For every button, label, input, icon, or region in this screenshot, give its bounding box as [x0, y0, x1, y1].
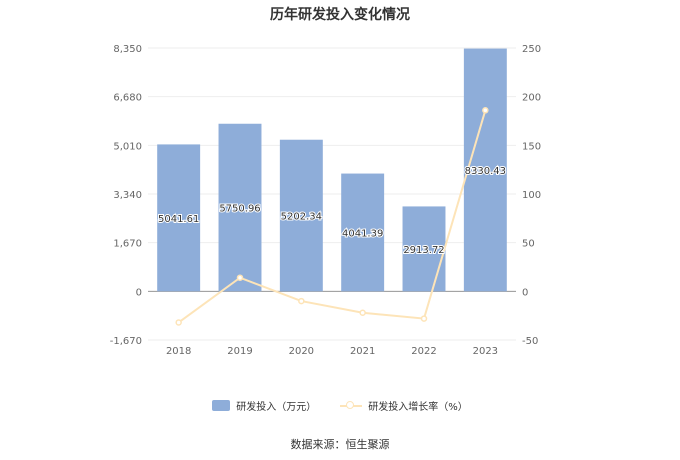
- x-tick-label: 2020: [289, 346, 314, 357]
- growth-point: [482, 107, 489, 114]
- y-right-tick-label: 50: [522, 239, 535, 250]
- y-right-tick-label: -50: [522, 336, 538, 347]
- y-left-tick-label: -1,670: [110, 336, 142, 347]
- growth-point: [359, 309, 366, 316]
- y-left-tick-label: 5,010: [113, 141, 142, 152]
- growth-point: [298, 297, 305, 305]
- y-right-tick-label: 0: [522, 287, 528, 298]
- x-tick-label: 2021: [350, 346, 375, 357]
- y-left-tick-label: 3,340: [113, 190, 142, 201]
- y-left-tick-label: 8,350: [113, 44, 142, 55]
- legend-line-swatch: [340, 400, 363, 411]
- bar: [157, 144, 201, 292]
- bar: [279, 139, 323, 292]
- legend-item-bar[interactable]: 研发投入（万元）: [212, 398, 316, 413]
- growth-point: [420, 315, 428, 322]
- y-left-tick-label: 6,680: [113, 93, 142, 104]
- bar: [402, 206, 446, 292]
- legend: 研发投入（万元） 研发投入增长率（%）: [0, 398, 680, 413]
- x-tick-label: 2023: [473, 346, 498, 357]
- legend-item-line[interactable]: 研发投入增长率（%）: [340, 398, 468, 413]
- bar: [218, 123, 262, 292]
- bar: [341, 173, 385, 292]
- y-right-tick-label: 250: [522, 44, 541, 55]
- y-right-tick-label: 200: [522, 93, 541, 104]
- growth-line: [178, 110, 487, 324]
- chart-plot: 8,350 250 6,680 200 5,010 150 3,340 100 1,670 50 0…: [110, 44, 541, 357]
- bar: [463, 48, 507, 292]
- bar-data-label: 5041.61: [158, 214, 199, 225]
- bar-data-label: 5202.34: [281, 212, 322, 223]
- legend-bar-label: 研发投入（万元）: [236, 402, 317, 413]
- y-right-tick-label: 100: [522, 190, 541, 201]
- x-tick-label: 2018: [166, 346, 191, 357]
- legend-line-label: 研发投入增长率（%）: [368, 402, 468, 413]
- x-tick-label: 2019: [227, 346, 252, 357]
- growth-point: [236, 274, 244, 281]
- data-source: 数据来源：恒生聚源: [290, 438, 390, 451]
- y-left-tick-label: 1,670: [113, 239, 142, 250]
- chart-title: 历年研发投入变化情况: [270, 7, 410, 23]
- legend-bar-swatch: [212, 400, 231, 411]
- y-left-tick-label: 0: [136, 287, 142, 298]
- bar-data-label: 4041.39: [342, 228, 383, 239]
- growth-point: [175, 319, 182, 326]
- x-tick-label: 2022: [411, 346, 436, 357]
- bar-data-label: 5750.96: [219, 204, 260, 215]
- y-right-tick-label: 150: [522, 141, 541, 152]
- bar-data-label: 8330.43: [465, 166, 506, 177]
- bar-data-label: 2913.72: [403, 245, 444, 256]
